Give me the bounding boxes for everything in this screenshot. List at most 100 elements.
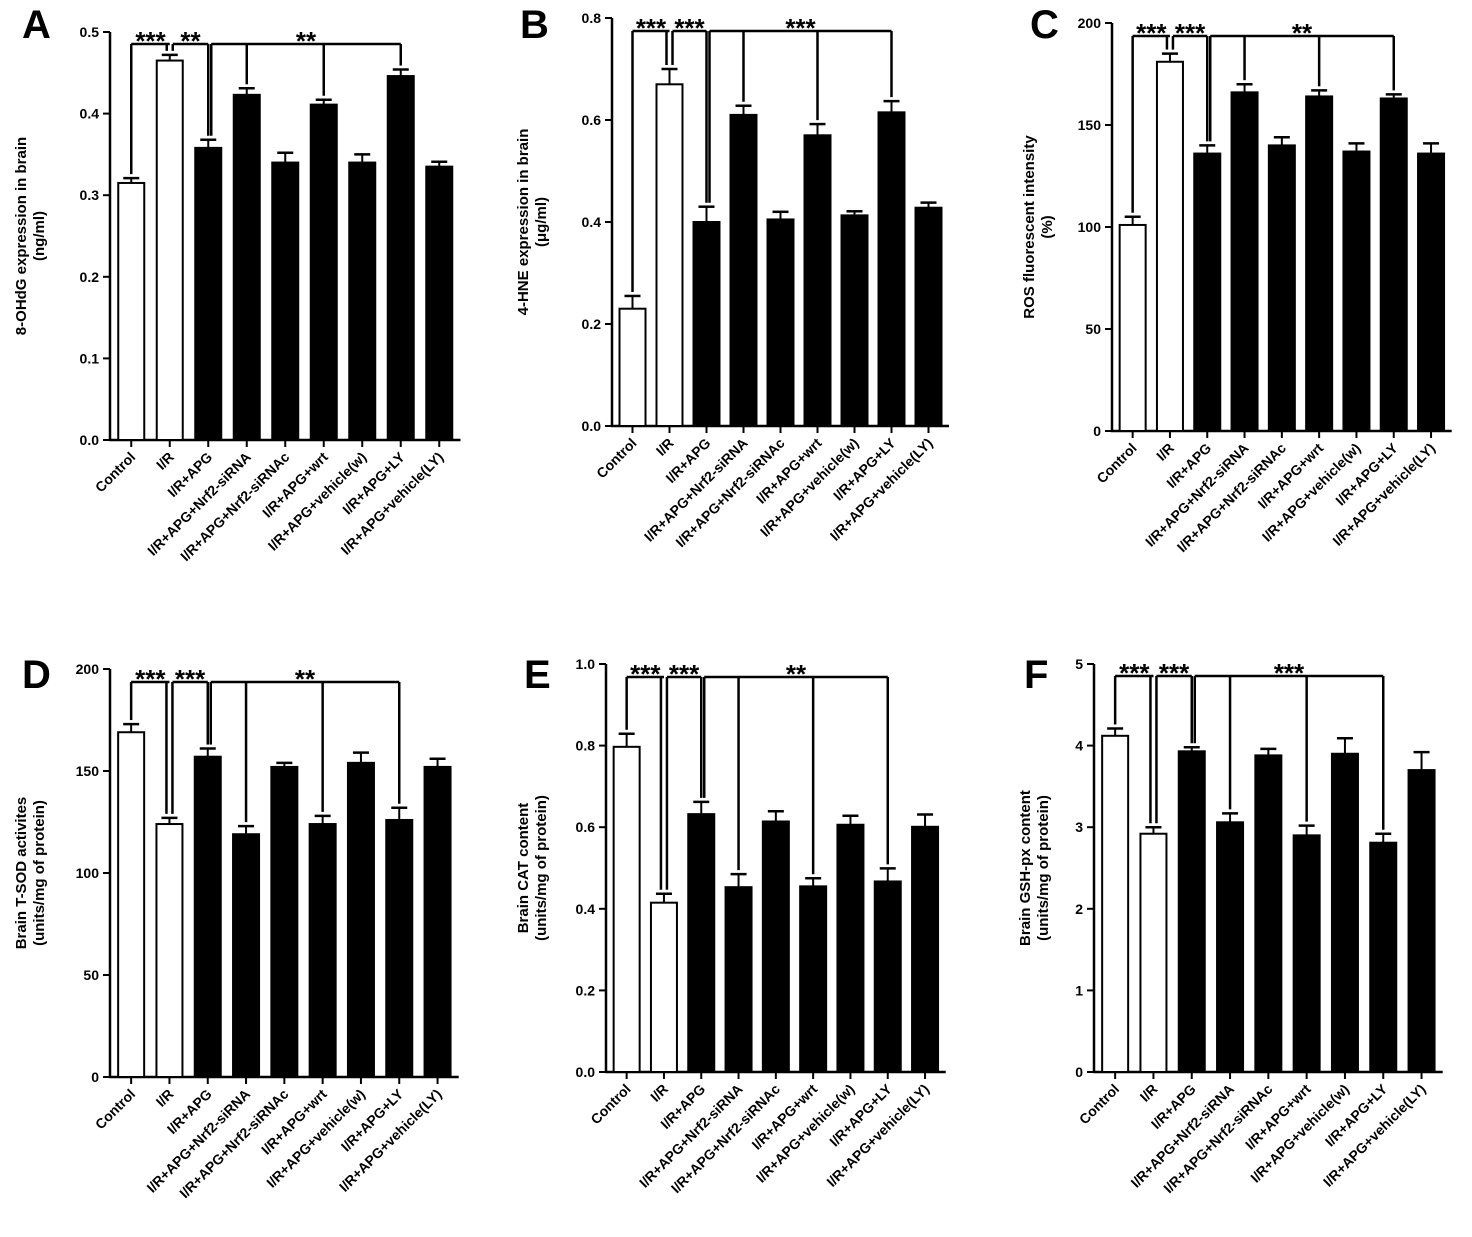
significance-bracket xyxy=(209,680,401,823)
significance-stars: *** xyxy=(1274,658,1305,688)
bar xyxy=(724,886,753,1074)
bar xyxy=(803,134,832,428)
y-axis-label: (units/mg of protein) xyxy=(533,795,550,941)
panel-f: F Brain GSH-px content (units/mg of protei… xyxy=(1017,653,1443,1196)
significance-stars: *** xyxy=(674,13,705,43)
y-tick-label: 0.6 xyxy=(582,112,602,128)
significance-bracket xyxy=(130,42,170,175)
bar xyxy=(836,823,865,1074)
y-tick-label: 4 xyxy=(1075,738,1083,754)
significance-bracket xyxy=(210,42,402,136)
bar xyxy=(612,745,641,1073)
y-tick-label: 0.5 xyxy=(80,24,100,40)
panel-a: A 8-OHdG expression in brain (ng/ml) 0.0 0.1… xyxy=(13,3,461,564)
y-axis-label: Brain CAT content xyxy=(515,803,532,934)
bar xyxy=(270,765,299,1078)
bar xyxy=(425,165,454,441)
significance-bracket xyxy=(1113,674,1154,824)
y-tick-label: 0.0 xyxy=(582,418,602,434)
bar xyxy=(309,103,338,442)
y-tick-label: 0.2 xyxy=(582,316,602,332)
bar xyxy=(232,833,261,1078)
panel-letter: C xyxy=(1030,3,1059,47)
y-tick-label: 0 xyxy=(1075,1064,1083,1080)
bar xyxy=(1417,152,1446,432)
significance-bracket xyxy=(1155,674,1193,824)
bar xyxy=(117,181,146,442)
bar xyxy=(655,83,684,428)
significance-bracket xyxy=(631,29,670,292)
panel-letter: A xyxy=(22,3,51,47)
x-tick-label: I/R xyxy=(1137,1081,1161,1105)
x-tick-label: Control xyxy=(92,1086,139,1133)
panel-letter: B xyxy=(520,3,549,47)
y-tick-label: 1.0 xyxy=(576,656,596,672)
y-tick-label: 200 xyxy=(1078,15,1102,31)
y-tick-label: 0.8 xyxy=(576,738,596,754)
x-tick-label: I/R xyxy=(153,1086,177,1110)
significance-stars: ** xyxy=(296,26,317,56)
bar xyxy=(1193,152,1222,432)
y-tick-label: 0.4 xyxy=(80,106,100,122)
y-tick-label: 2 xyxy=(1075,901,1083,917)
y-tick-label: 0.2 xyxy=(576,982,596,998)
significance-stars: *** xyxy=(1119,658,1150,688)
bar xyxy=(618,307,647,428)
panel-letter: F xyxy=(1024,653,1048,697)
significance-stars: *** xyxy=(1175,18,1206,48)
significance-stars: *** xyxy=(669,659,700,689)
bar xyxy=(232,93,261,441)
significance-bracket xyxy=(703,675,889,875)
significance-stars: ** xyxy=(786,659,807,689)
significance-stars: ** xyxy=(1292,18,1313,48)
x-tick-label: I/R xyxy=(153,449,177,473)
significance-bracket xyxy=(171,680,209,814)
y-tick-label: 0 xyxy=(1093,423,1101,439)
bar xyxy=(687,813,716,1073)
y-tick-label: 50 xyxy=(1085,321,1101,337)
bar xyxy=(1292,834,1321,1073)
bar xyxy=(799,885,828,1073)
x-tick-label: I/R xyxy=(653,435,677,459)
significance-stars: *** xyxy=(785,13,816,43)
y-axis-label: Brain GSH-px content xyxy=(1017,790,1034,946)
bar xyxy=(386,75,415,442)
bar xyxy=(1101,734,1130,1073)
bar xyxy=(1407,769,1436,1074)
bar xyxy=(1379,97,1408,432)
x-tick-label: Control xyxy=(1093,440,1140,487)
y-tick-label: 100 xyxy=(1078,219,1102,235)
y-tick-label: 200 xyxy=(76,661,100,677)
y-axis-label: Brain T-SOD activites xyxy=(13,797,30,950)
bar xyxy=(1139,832,1168,1074)
x-tick-label: Control xyxy=(593,435,640,482)
bar xyxy=(1177,750,1206,1073)
significance-bracket xyxy=(129,680,170,814)
y-axis-label: (%) xyxy=(1039,215,1056,238)
x-tick-label: I/R xyxy=(1153,440,1177,464)
bar xyxy=(649,901,678,1073)
bar xyxy=(1230,91,1259,433)
bar xyxy=(155,823,184,1078)
significance-stars: *** xyxy=(636,13,667,43)
bar xyxy=(346,761,375,1079)
bar xyxy=(766,218,795,427)
significance-stars: *** xyxy=(1159,658,1190,688)
y-axis-label: (μg/ml) xyxy=(533,197,550,247)
y-tick-label: 0 xyxy=(91,1069,99,1085)
significance-bracket xyxy=(1193,674,1385,830)
panel-d: D Brain T-SOD activites (units/mg of prote… xyxy=(13,653,459,1201)
y-tick-label: 0.4 xyxy=(576,901,596,917)
panel-e: E Brain CAT content (units/mg of protein) 0… xyxy=(515,653,946,1196)
y-tick-label: 150 xyxy=(1078,117,1102,133)
y-axis-label: (units/mg of protein) xyxy=(31,800,48,946)
bar xyxy=(385,818,414,1079)
x-tick-label: I/R xyxy=(647,1081,671,1105)
y-axis-label: 4-HNE expression in brain xyxy=(515,129,532,316)
significance-stars: *** xyxy=(135,664,166,694)
panel-b: B 4-HNE expression in brain (μg/ml) 0.0 0.2 0… xyxy=(515,3,949,550)
x-tick-label: Control xyxy=(587,1081,634,1128)
significance-bracket xyxy=(1209,34,1395,142)
y-tick-label: 5 xyxy=(1075,656,1083,672)
significance-bracket xyxy=(625,675,664,890)
